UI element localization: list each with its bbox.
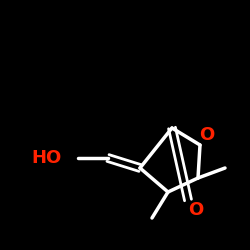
Text: O: O — [188, 201, 204, 219]
Text: O: O — [200, 126, 214, 144]
Text: HO: HO — [32, 149, 62, 167]
